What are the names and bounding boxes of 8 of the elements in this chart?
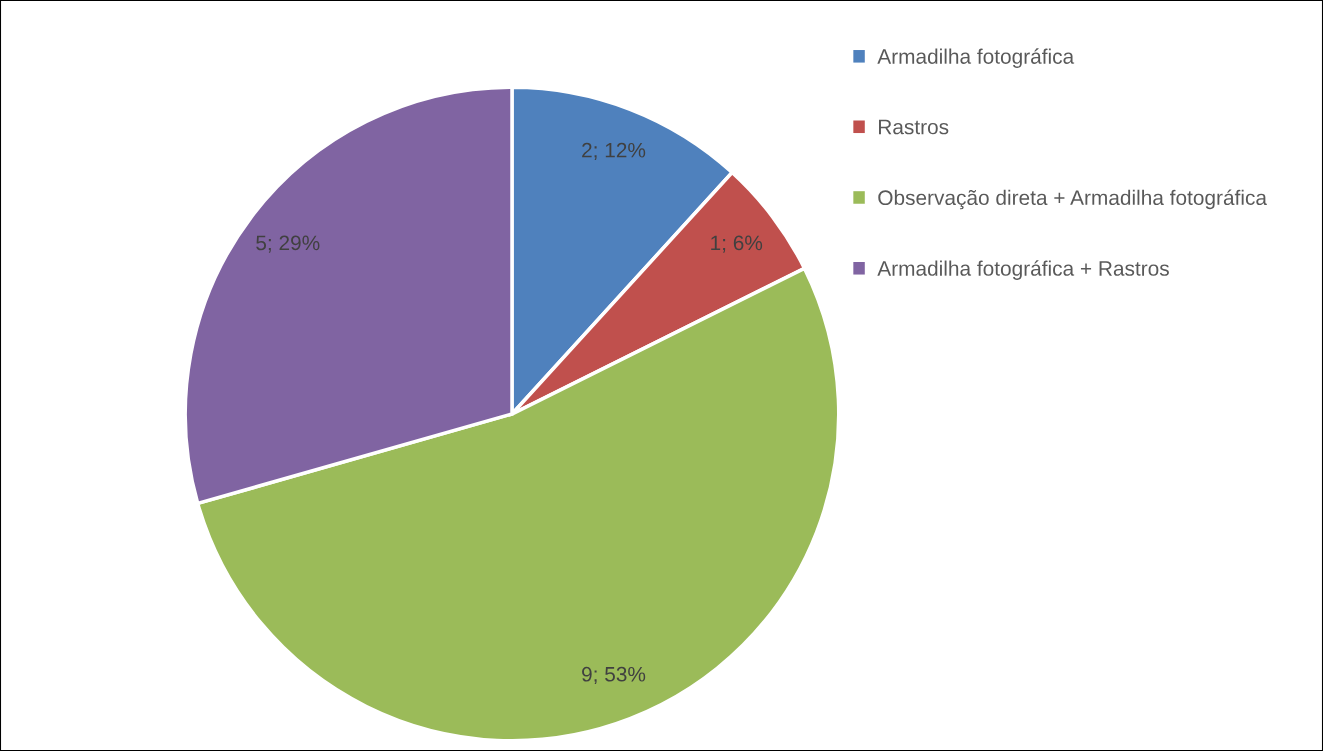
legend-label: Armadilha fotográfica [877,48,1075,68]
data-label: 1; 6% [711,235,763,253]
legend-label: Rastros [879,119,949,135]
data-label: 5; 29% [256,235,320,253]
data-label: 9; 53% [582,666,646,685]
legend-label: Observação direta + Armadilha fotográfica [878,189,1267,210]
legend-label: Armadilha fotográfica + Rastros [877,260,1169,280]
data-label: 2; 12% [582,142,646,161]
